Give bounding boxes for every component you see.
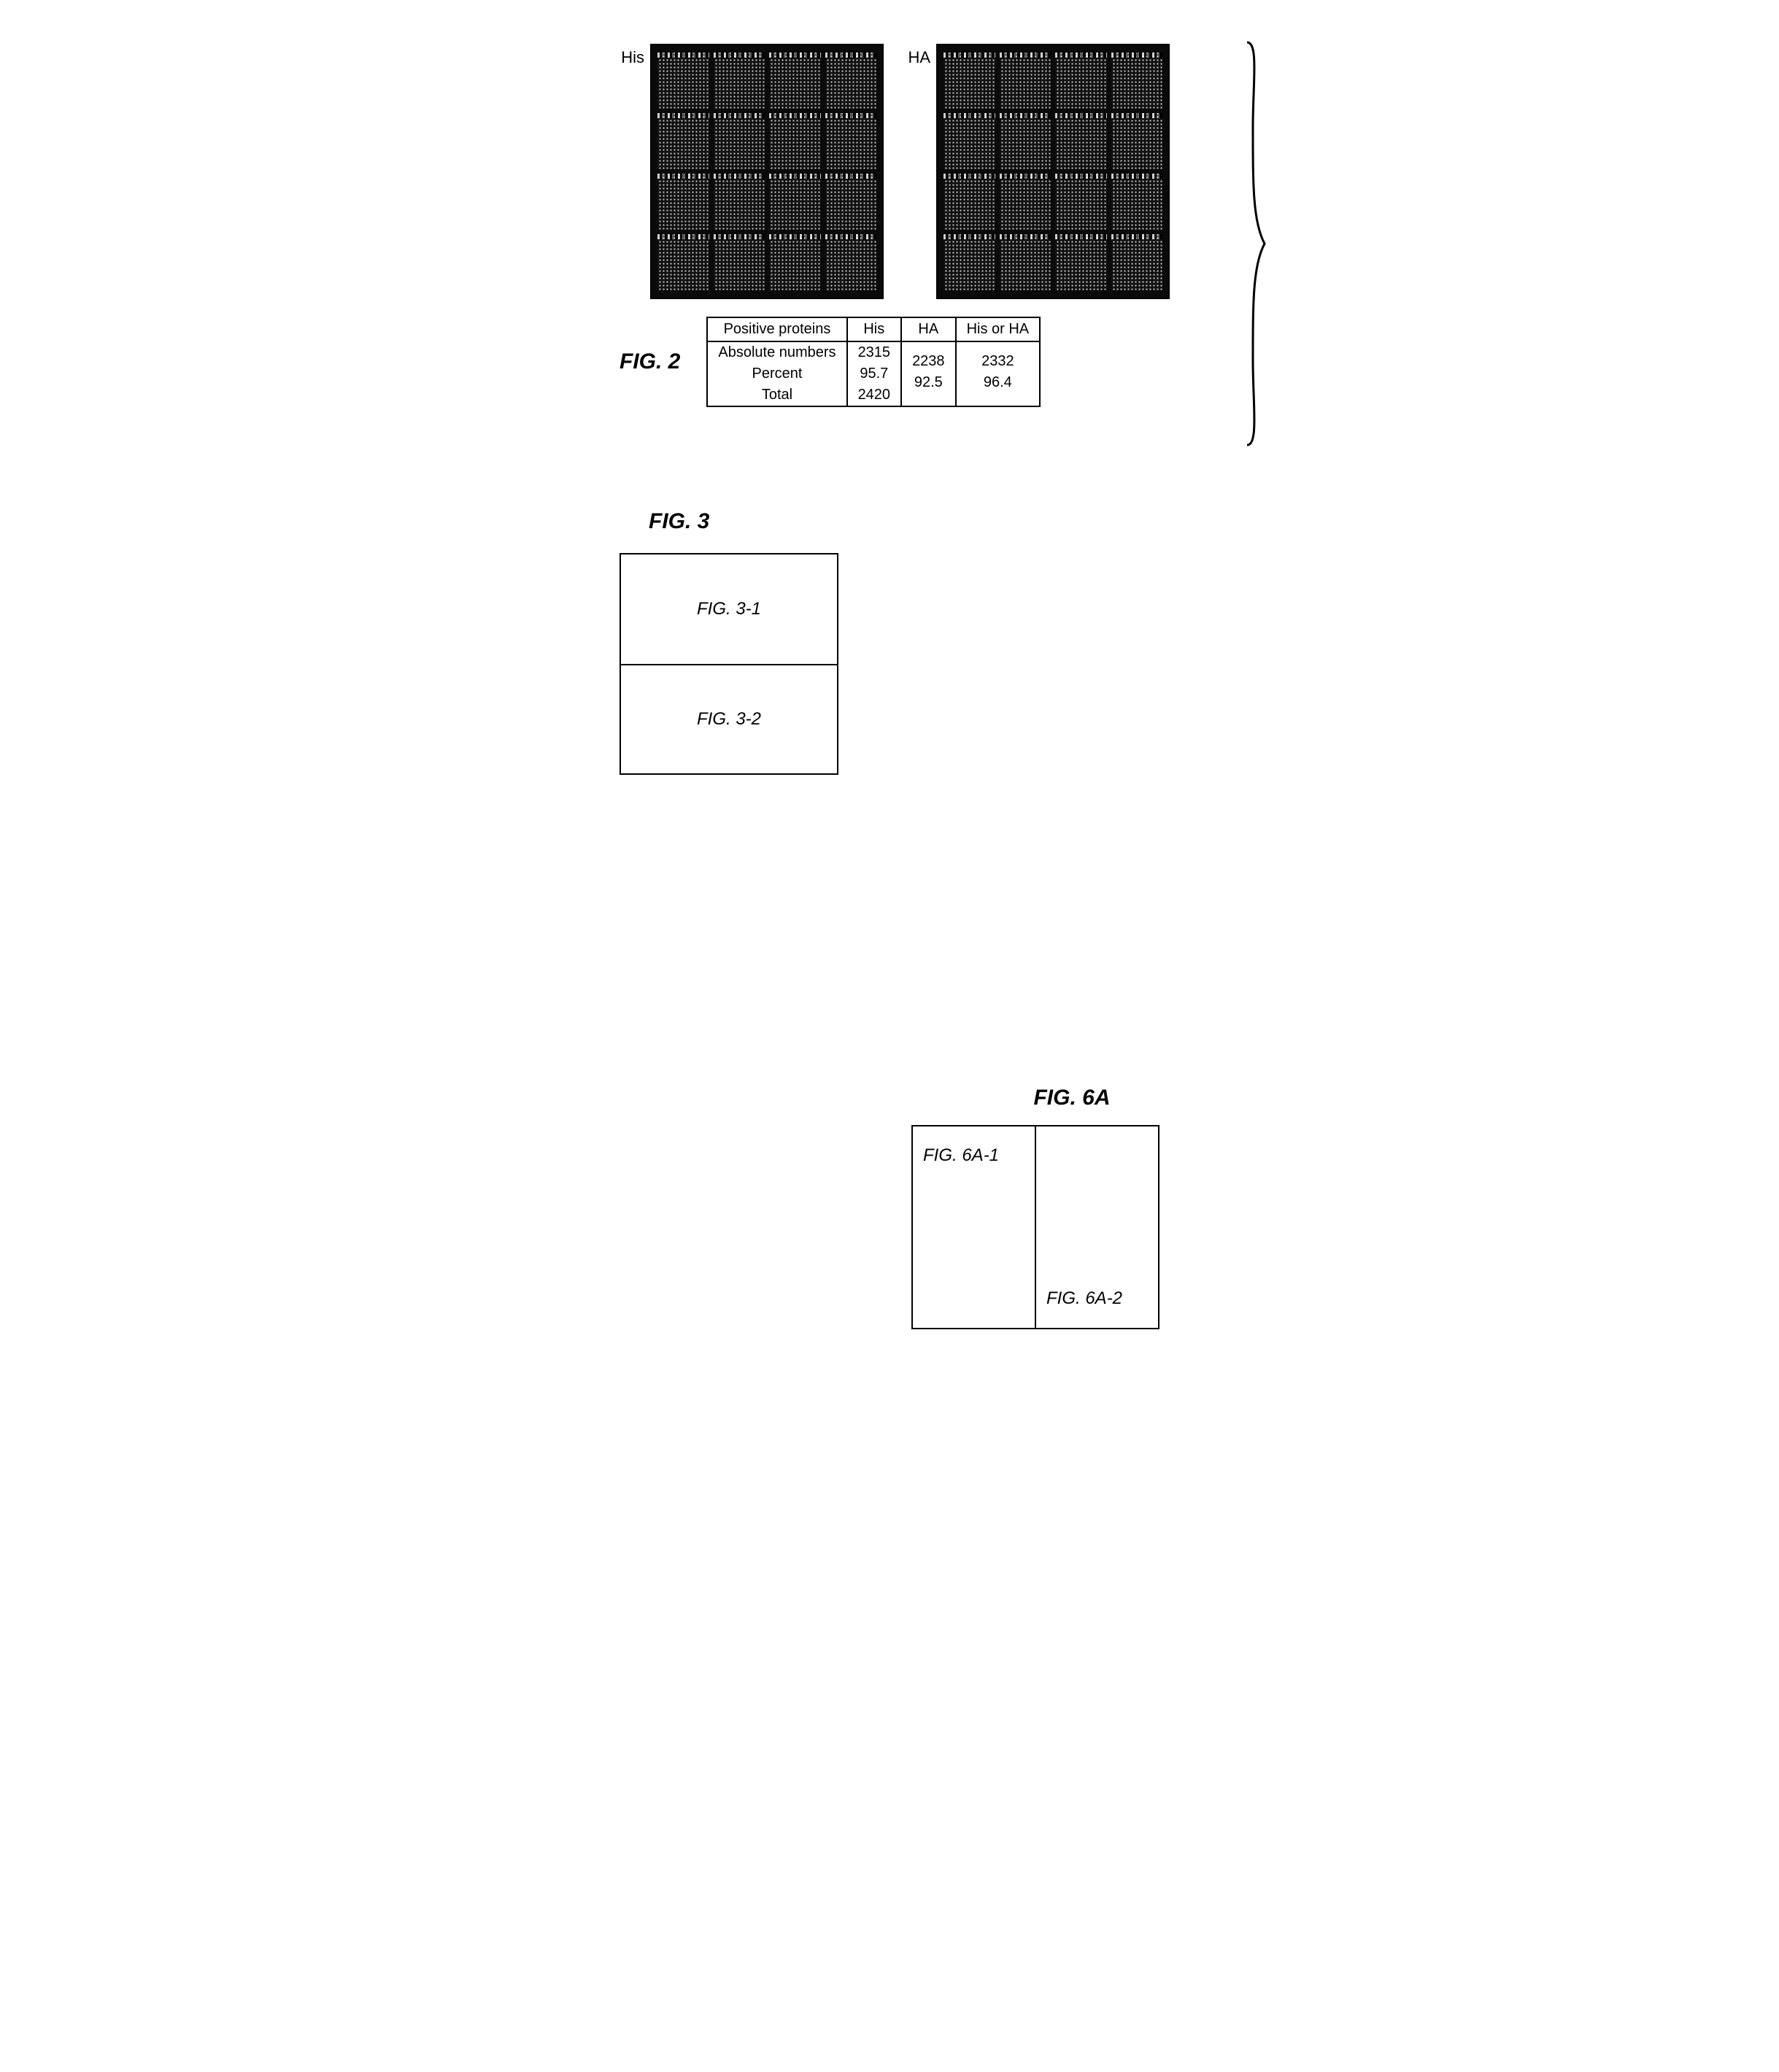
microarray-his-image	[650, 44, 884, 299]
fig3-panel-1: FIG. 3-1	[621, 554, 837, 664]
table-row: Positive proteins His HA His or HA	[707, 317, 1040, 341]
table-cell-text	[957, 393, 1040, 398]
fig2-bottom-row: FIG. 2 Positive proteins His HA His or H…	[620, 317, 1247, 407]
fig2-data-table: Positive proteins His HA His or HA Absol…	[706, 317, 1041, 407]
fig6a-panel-2-label: FIG. 6A-2	[1046, 1288, 1122, 1309]
figure-3: FIG. 3 FIG. 3-1 FIG. 3-2	[620, 509, 853, 775]
fig2-array-ha: HA	[906, 44, 1170, 299]
table-cell-text: Total	[708, 384, 846, 406]
figure-2: His HA	[532, 44, 1247, 407]
fig6a-panel-1-label: FIG. 6A-1	[923, 1145, 999, 1166]
table-row: Absolute numbers Percent Total 2315 95.7…	[707, 341, 1040, 406]
table-cell-text: 2315	[848, 342, 901, 363]
table-header-cell: His or HA	[956, 317, 1041, 341]
fig2-array-his-label: His	[620, 44, 644, 67]
fig6a-panel-1: FIG. 6A-1	[913, 1126, 1035, 1328]
table-cell-text: Absolute numbers	[708, 342, 846, 363]
fig6a-panel-2: FIG. 6A-2	[1035, 1126, 1158, 1328]
fig2-caption: FIG. 2	[620, 349, 680, 374]
microarray-ha-image	[936, 44, 1170, 299]
table-cell-text: 96.4	[957, 372, 1040, 393]
fig6a-panel-box: FIG. 6A-1 FIG. 6A-2	[911, 1125, 1159, 1329]
table-cell-text: 2332	[957, 351, 1040, 372]
table-header-cell: Positive proteins	[707, 317, 846, 341]
figure-6a: FIG. 6A FIG. 6A-1 FIG. 6A-2	[911, 1086, 1174, 1329]
table-cell-text: 95.7	[848, 363, 901, 384]
fig2-arrays-row: His HA	[620, 44, 1247, 299]
table-cell-text: 92.5	[902, 372, 955, 393]
fig6a-caption: FIG. 6A	[970, 1086, 1174, 1110]
fig2-array-his: His	[620, 44, 884, 299]
table-cell: 2238 92.5	[901, 341, 956, 406]
fig3-panel-box: FIG. 3-1 FIG. 3-2	[620, 553, 838, 775]
lower-figures-region: FIG. 3 FIG. 3-1 FIG. 3-2 FIG. 6A FIG. 6A…	[532, 509, 1247, 889]
table-cell-text	[902, 393, 955, 398]
table-cell: 2332 96.4	[956, 341, 1041, 406]
table-cell-text: Percent	[708, 363, 846, 384]
table-cell-text: 2420	[848, 384, 901, 406]
fig2-array-ha-label: HA	[906, 44, 930, 67]
table-cell: 2315 95.7 2420	[847, 341, 902, 406]
table-rowhead-cell: Absolute numbers Percent Total	[707, 341, 846, 406]
fig3-caption: FIG. 3	[649, 509, 853, 534]
fig3-panel-2: FIG. 3-2	[621, 664, 837, 773]
table-header-cell: HA	[901, 317, 956, 341]
curly-brace-icon	[1243, 39, 1267, 448]
table-cell-text: 2238	[902, 351, 955, 372]
table-header-cell: His	[847, 317, 902, 341]
